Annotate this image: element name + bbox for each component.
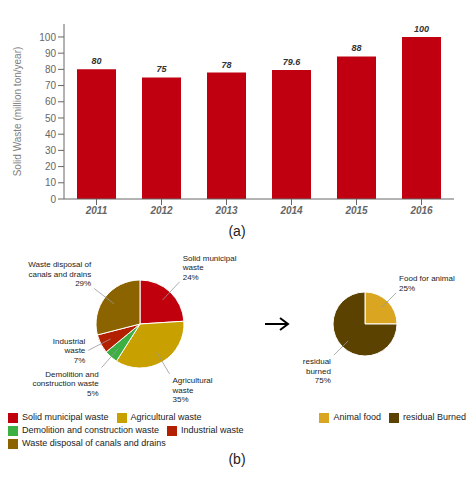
svg-text:0: 0 [50,194,56,205]
svg-text:78: 78 [221,60,231,70]
html-text:Demolition and construction wa: Demolition and construction waste [22,425,160,435]
svg-text:70: 70 [45,80,57,91]
svg-text:100: 100 [39,32,56,43]
svg-text:2011: 2011 [85,205,108,216]
svg-text:79.6: 79.6 [283,57,302,67]
svg-text:Demolition andconstruction was: Demolition andconstruction waste5% [32,370,99,398]
svg-text:Industrialwaste7%: Industrialwaste7% [53,337,86,365]
svg-text:residualburned75%: residualburned75% [303,357,331,385]
svg-text:20: 20 [45,161,57,172]
svg-text:100: 100 [414,24,429,34]
svg-text:2013: 2013 [214,205,238,216]
svg-text:2012: 2012 [149,205,173,216]
svg-text:10: 10 [45,177,57,188]
svg-text:80: 80 [91,56,101,66]
svg-text:2015: 2015 [344,205,368,216]
html-text:Industrial waste: Industrial waste [181,425,244,435]
html-text:residual Burned: residual Burned [403,412,466,422]
svg-text:60: 60 [45,96,57,107]
svg-text:30: 30 [45,145,57,156]
svg-text:50: 50 [45,113,57,124]
svg-text:88: 88 [351,43,361,53]
svg-text:75: 75 [156,64,167,74]
html-text:Waste disposal of canals and d: Waste disposal of canals and drains [22,438,166,448]
svg-text:80: 80 [45,64,57,75]
html-text:(a): (a) [228,223,246,239]
html-text:Agricultural waste: Agricultural waste [130,412,202,422]
svg-text:Food for animal25%: Food for animal25% [399,274,455,293]
svg-text:Waste disposal ofcanals and dr: Waste disposal ofcanals and drains29% [28,260,92,288]
svg-text:90: 90 [45,48,57,59]
svg-text:2014: 2014 [279,205,303,216]
svg-text:Agriculturalwaste35%: Agriculturalwaste35% [172,376,213,404]
svg-text:Solid municipalwaste24%: Solid municipalwaste24% [182,254,237,282]
html-text:Animal food: Animal food [333,412,381,422]
html-text:(b): (b) [228,451,246,467]
svg-text:Solid Waste (million ton/year): Solid Waste (million ton/year) [12,47,23,177]
html-text:Solid municipal waste: Solid municipal waste [22,412,109,422]
svg-text:40: 40 [45,129,57,140]
svg-text:2016: 2016 [409,205,433,216]
